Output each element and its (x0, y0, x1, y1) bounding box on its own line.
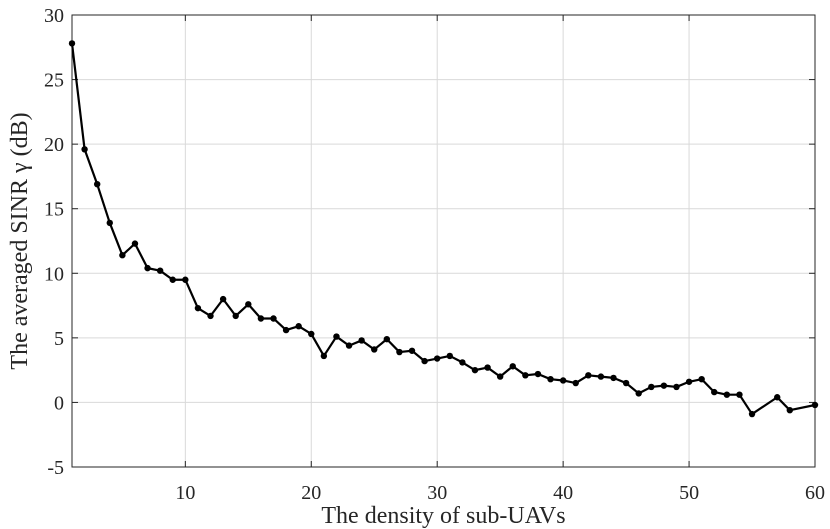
x-tick-label: 60 (805, 482, 825, 504)
data-point (673, 383, 680, 391)
y-tick-label: 15 (44, 199, 64, 221)
data-point (383, 335, 391, 343)
data-point (572, 379, 579, 387)
y-tick-label: 5 (54, 328, 64, 350)
data-point (723, 391, 731, 398)
data-point (257, 315, 265, 322)
y-tick-label: 25 (44, 70, 64, 92)
y-tick-label: 10 (44, 263, 64, 285)
data-point (459, 359, 466, 366)
data-point (685, 378, 693, 385)
data-point (308, 330, 315, 338)
y-tick-label: 0 (54, 392, 64, 414)
plot-frame (71, 14, 816, 468)
data-point (408, 347, 416, 354)
data-point (207, 312, 214, 320)
series-layer (68, 40, 819, 418)
data-point (169, 276, 176, 283)
data-point (358, 337, 365, 344)
data-point (811, 401, 819, 409)
data-point (585, 372, 592, 379)
data-point (295, 323, 302, 330)
data-point (786, 406, 794, 414)
data-point (496, 373, 504, 380)
data-point (156, 267, 164, 274)
data-point (610, 374, 617, 382)
data-point (81, 146, 88, 153)
data-point (421, 357, 428, 365)
x-tick-label: 50 (679, 482, 699, 504)
data-point (219, 295, 227, 303)
data-point (522, 372, 529, 379)
data-point (547, 375, 554, 383)
x-tick-label: 30 (427, 482, 447, 504)
x-tick-label: 40 (553, 482, 573, 504)
x-tick-label: 20 (301, 482, 321, 504)
axis-ticks: 10 20 30 40 50 60 -5 0 5 10 15 20 25 30 (44, 5, 825, 504)
data-point (182, 276, 189, 283)
data-point (345, 342, 353, 349)
data-point (471, 366, 479, 374)
data-point (106, 219, 113, 227)
y-tick-label: 20 (44, 134, 64, 156)
data-point (245, 301, 252, 308)
data-point (282, 326, 290, 334)
data-point (320, 352, 328, 360)
data-point (559, 377, 567, 384)
data-point (622, 379, 630, 387)
data-point (648, 383, 655, 391)
data-point (635, 390, 642, 397)
data-point (597, 373, 605, 380)
data-point (736, 391, 743, 398)
x-tick-label: 10 (175, 482, 195, 504)
data-point (396, 348, 403, 356)
data-point (748, 410, 756, 418)
data-point (93, 180, 101, 188)
y-axis-label: The averaged SINR γ (dB) (7, 112, 33, 369)
data-point (484, 364, 491, 371)
y-tick-label: -5 (47, 457, 64, 479)
y-tick-label: 30 (44, 5, 64, 27)
data-point (333, 333, 340, 340)
data-point (68, 40, 76, 47)
data-point (194, 304, 202, 312)
data-point (232, 312, 239, 320)
data-point (131, 240, 139, 247)
data-point (446, 352, 453, 360)
x-axis-label: The density of sub-UAVs (321, 503, 565, 529)
plot-background (72, 15, 815, 467)
series-line (70, 43, 816, 416)
data-point (698, 375, 705, 383)
data-point (270, 315, 277, 322)
data-point (534, 370, 542, 378)
data-point (434, 355, 441, 362)
data-point (119, 252, 126, 259)
data-point (774, 394, 781, 401)
data-point (371, 346, 378, 353)
data-point (144, 264, 151, 272)
data-point (660, 382, 668, 389)
data-point (711, 388, 718, 396)
data-point (509, 363, 516, 370)
